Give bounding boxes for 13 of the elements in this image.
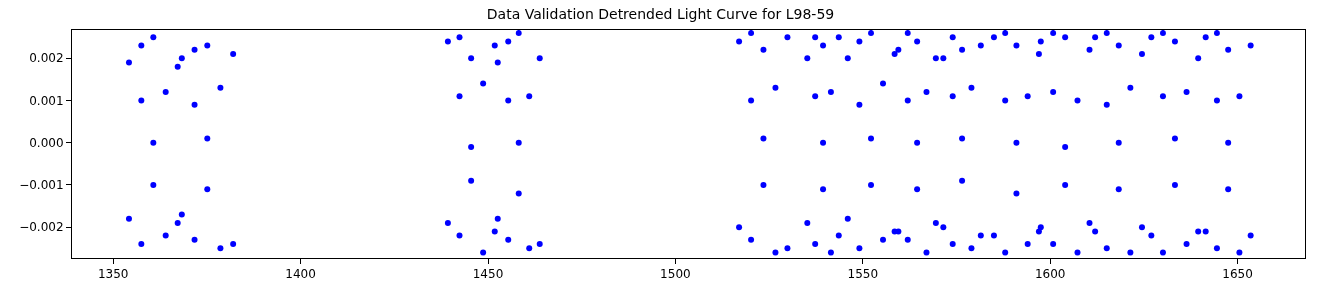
y-tick-label: −0.002 — [19, 220, 64, 235]
y-tick-label: 0.000 — [29, 135, 64, 150]
x-tick-label: 1550 — [847, 267, 879, 282]
x-tick-label: 1600 — [1034, 267, 1066, 282]
x-tick-label: 1650 — [1222, 267, 1253, 282]
y-tick-label: 0.002 — [29, 51, 64, 66]
y-tick-label: 0.001 — [29, 93, 64, 108]
x-tick-label: 1350 — [97, 267, 129, 282]
x-tick-label: 1500 — [660, 267, 691, 282]
x-tick-label: 1450 — [472, 267, 504, 282]
x-tick-label: 1400 — [285, 267, 316, 282]
chart-title: Data Validation Detrended Light Curve for L98-59 — [486, 5, 835, 22]
y-tick-label: −0.001 — [19, 178, 64, 193]
